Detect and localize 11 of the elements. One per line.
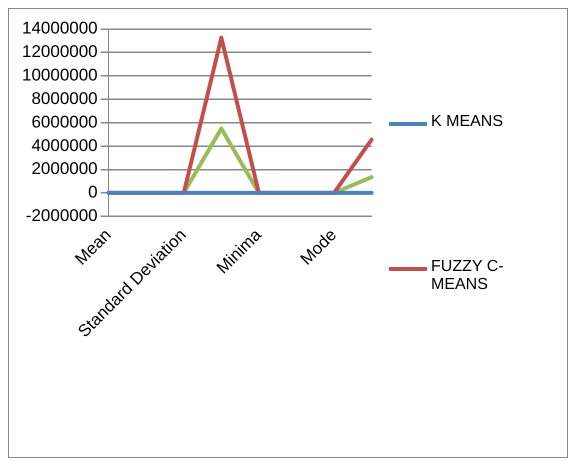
y-tick-label: 6000000 [31,112,98,132]
y-tick-label: 0 [88,182,98,202]
y-tick-label: 12000000 [22,42,98,62]
y-tick-label: 8000000 [31,88,98,108]
y-tick-label: 4000000 [31,136,98,155]
legend-label: FUZZY C-MEANS [431,258,505,294]
y-tick-label: -2000000 [26,206,98,226]
y-tick-label: 10000000 [22,66,98,85]
legend-label: K MEANS [431,112,504,130]
y-tick-label: 14000000 [22,18,98,38]
y-tick-label: 2000000 [31,159,98,178]
